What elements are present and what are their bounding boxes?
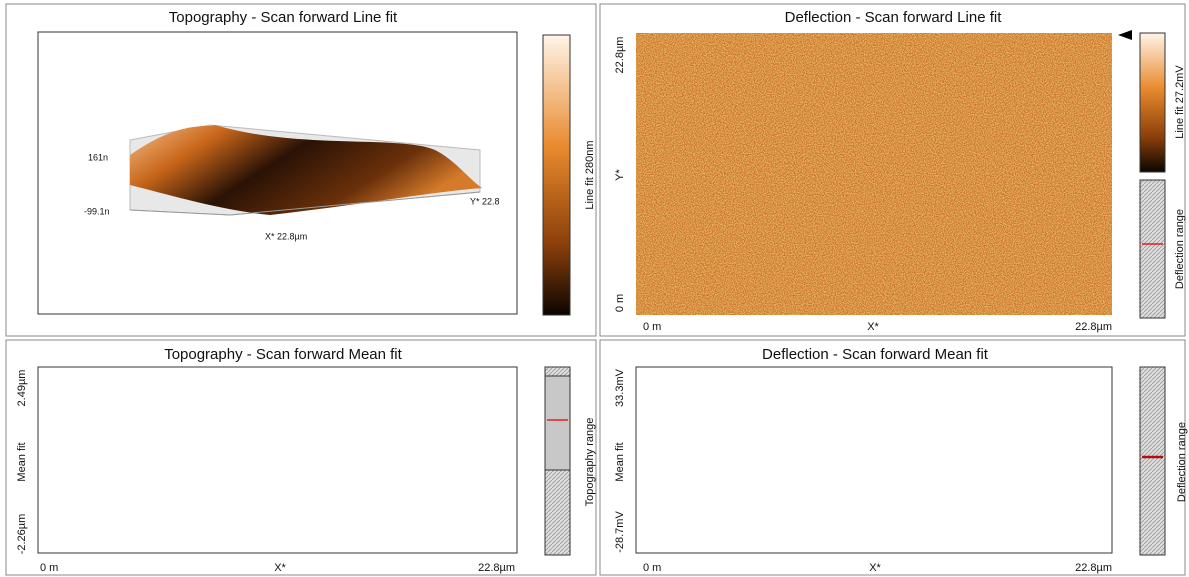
range-window [545, 376, 570, 470]
x-axis-label: X* 22.8µm [265, 231, 307, 241]
x-tick-label: X* [867, 321, 879, 333]
y-tick-label: Y* [614, 168, 626, 180]
colorbar [543, 35, 570, 315]
plot-area [636, 367, 1112, 553]
range-label: Deflection range [1176, 422, 1188, 502]
scan-marker [1118, 30, 1132, 40]
y-tick-label: 2.49µm [16, 370, 28, 407]
afm-window: Topography - Scan forward Line fit 161n … [0, 0, 1189, 577]
y-tick-label: 22.8µm [614, 37, 626, 74]
z-label: -99.1n [84, 206, 110, 216]
x-tick-label: 22.8µm [1075, 562, 1112, 574]
y-tick-label: 0 m [614, 294, 626, 312]
x-tick-label: 22.8µm [478, 562, 515, 574]
plot-area [38, 367, 517, 553]
y-axis-label: Mean fit [16, 442, 28, 481]
x-tick-label: X* [869, 562, 881, 574]
panel-title: Deflection - Scan forward Mean fit [762, 346, 989, 363]
panel-title: Topography - Scan forward Line fit [169, 9, 398, 26]
range-bar [1140, 180, 1165, 318]
range-label: Topography range [584, 418, 596, 507]
image-texture [636, 33, 1112, 315]
range-bar [1140, 367, 1165, 555]
range-label: Deflection range [1174, 209, 1186, 289]
x-tick-label: 0 m [643, 321, 661, 333]
y-tick-label: 33.3mV [614, 368, 626, 407]
panel-title: Topography - Scan forward Mean fit [164, 346, 402, 363]
colorbar [1140, 33, 1165, 172]
x-tick-label: 22.8µm [1075, 321, 1112, 333]
colorbar-label: Line fit 27.2mV [1174, 65, 1186, 139]
x-tick-label: X* [274, 562, 286, 574]
x-tick-label: 0 m [40, 562, 58, 574]
panel-title: Deflection - Scan forward Line fit [785, 9, 1003, 26]
y-tick-label: -2.26µm [16, 514, 28, 555]
y-tick-label: -28.7mV [614, 511, 626, 553]
y-axis-label: Y* 22.8 [470, 196, 500, 206]
x-tick-label: 0 m [643, 562, 661, 574]
z-label: 161n [88, 152, 108, 162]
y-axis-label: Mean fit [614, 442, 626, 481]
colorbar-label: Line fit 280nm [584, 140, 596, 209]
